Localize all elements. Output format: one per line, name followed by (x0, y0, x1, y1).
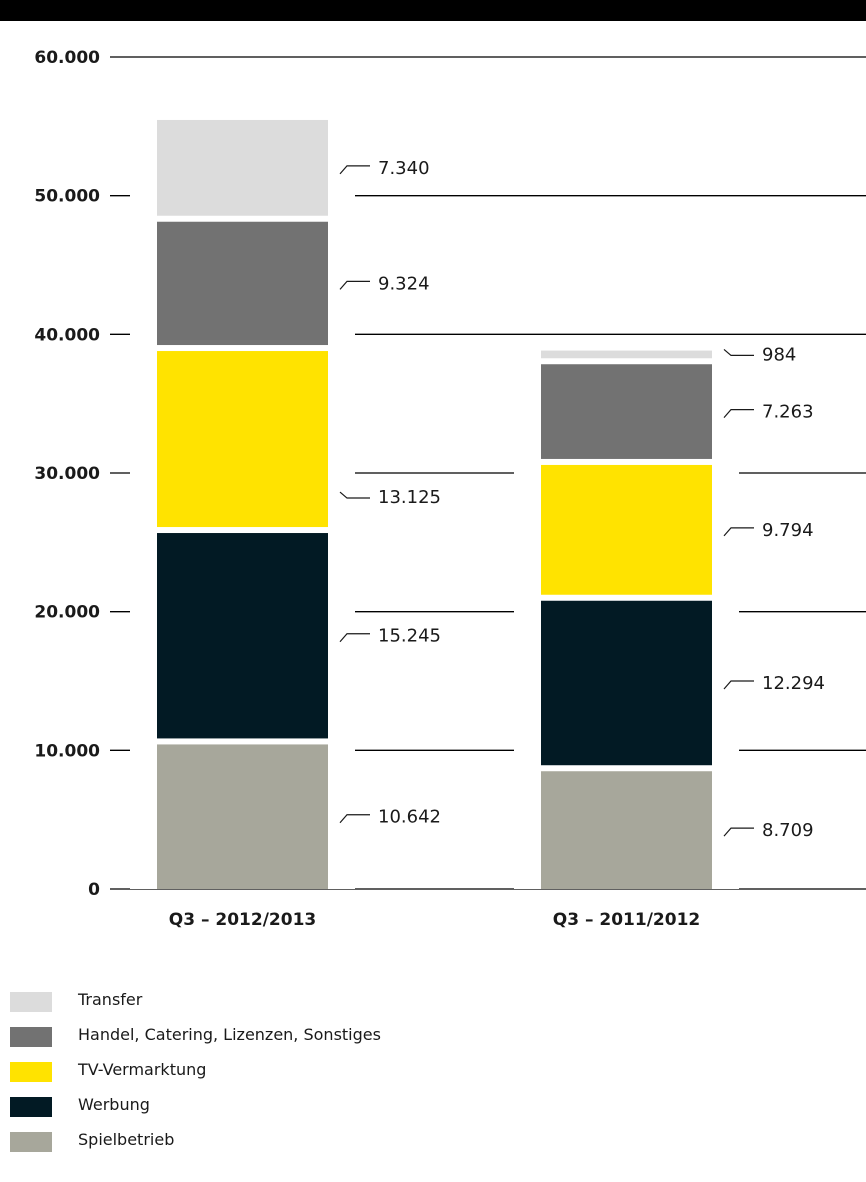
leader-line (339, 491, 370, 499)
y-axis: 0 10.000 20.000 30.000 40.000 50.000 60.000 (34, 48, 100, 900)
x-axis: Q3 – 2012/2013 Q3 – 2011/2012 (169, 910, 700, 930)
y-tick-label: 50.000 (34, 187, 100, 207)
legend-label: Spielbetrieb (78, 1130, 175, 1149)
x-tick-label: Q3 – 2011/2012 (553, 910, 700, 930)
legend-label: Werbung (78, 1095, 150, 1114)
value-labels: 10.642 15.245 13.125 9.324 7.340 8.709 12.294 9… (339, 158, 825, 841)
data-label: 10.642 (378, 807, 441, 828)
leader-line (723, 527, 754, 537)
data-label: 984 (762, 344, 796, 365)
leader-line (339, 814, 370, 824)
legend-swatch (10, 1062, 52, 1082)
legend-item-transfer: Transfer (10, 986, 510, 1016)
leader-line (339, 633, 370, 643)
data-label: 9.324 (378, 273, 430, 294)
y-tick-label: 30.000 (34, 464, 100, 484)
legend-label: TV-Vermarktung (78, 1060, 207, 1079)
leader-line (723, 408, 754, 418)
leader-line (723, 827, 754, 837)
y-tick-label: 60.000 (34, 48, 100, 68)
bar-segment (541, 464, 712, 595)
data-label: 7.340 (378, 158, 430, 179)
bar-segment (157, 533, 328, 739)
leader-line (339, 280, 370, 290)
y-tick-label: 20.000 (34, 603, 100, 623)
bar-segment (157, 221, 328, 346)
x-tick-label: Q3 – 2012/2013 (169, 910, 316, 930)
bar-segment (541, 600, 712, 766)
leader-line (723, 680, 754, 690)
stacked-bar-chart: 10.642 15.245 13.125 9.324 7.340 8.709 12.294 9… (34, 48, 866, 930)
legend-item-handel: Handel, Catering, Lizenzen, Sonstiges (10, 1021, 510, 1051)
bar-segment (541, 771, 712, 889)
legend-swatch (10, 1027, 52, 1047)
legend-swatch (10, 1097, 52, 1117)
legend-item-werbung: Werbung (10, 1091, 510, 1121)
data-label: 12.294 (762, 673, 825, 694)
header-bar (0, 0, 866, 21)
legend-label: Handel, Catering, Lizenzen, Sonstiges (78, 1025, 381, 1044)
leader-line (723, 348, 754, 357)
y-tick-label: 40.000 (34, 325, 100, 345)
bar-segment (157, 351, 328, 528)
y-tick-label: 0 (88, 880, 100, 900)
data-label: 15.245 (378, 626, 441, 647)
legend-item-tv-vermarktung: TV-Vermarktung (10, 1056, 510, 1086)
gridlines (110, 56, 866, 890)
legend-swatch (10, 992, 52, 1012)
bar-segment (157, 744, 328, 889)
legend-swatch (10, 1132, 52, 1152)
bars (130, 116, 739, 889)
bar-segment (541, 350, 712, 359)
y-tick-label: 10.000 (34, 741, 100, 761)
data-label: 8.709 (762, 820, 814, 841)
data-label: 9.794 (762, 520, 814, 541)
leader-line (339, 165, 370, 175)
data-label: 7.263 (762, 402, 814, 423)
bar-segment (157, 119, 328, 216)
data-label: 13.125 (378, 487, 441, 508)
bar-segment (541, 364, 712, 459)
legend-label: Transfer (78, 990, 143, 1009)
legend-item-spielbetrieb: Spielbetrieb (10, 1126, 510, 1156)
